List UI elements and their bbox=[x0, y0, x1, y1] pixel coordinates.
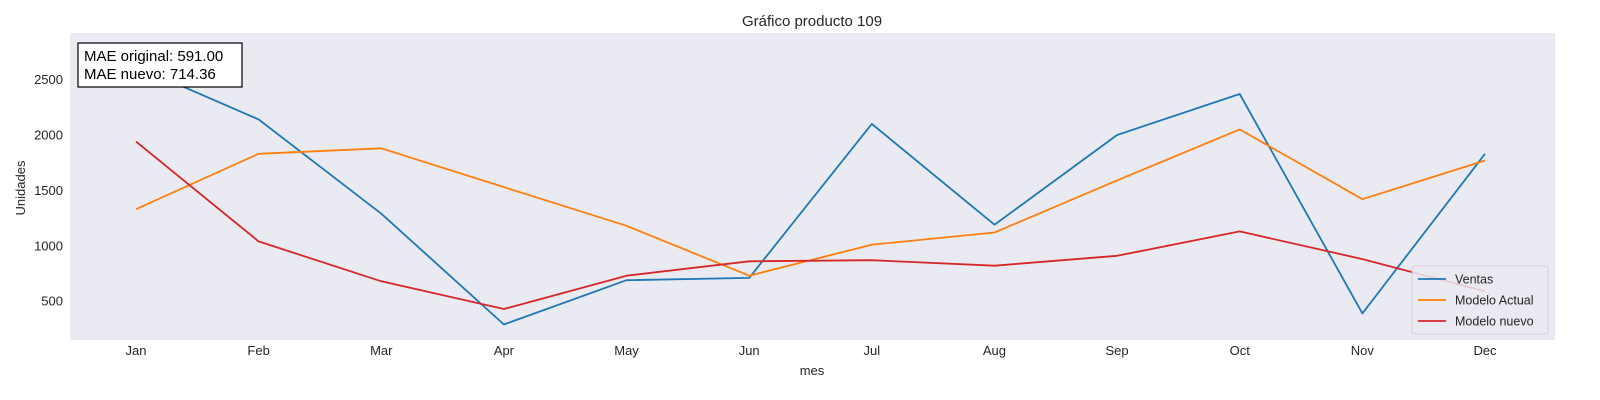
annotation-line-2: MAE nuevo: 714.36 bbox=[84, 66, 216, 83]
y-tick-label: 1500 bbox=[34, 183, 63, 198]
legend-box bbox=[1411, 265, 1549, 335]
series-line-3 bbox=[135, 140, 1486, 310]
x-tick-label: Jun bbox=[739, 343, 760, 358]
legend-label: Modelo Actual bbox=[1455, 294, 1534, 308]
legend-items: Ventas Modelo Actual Modelo nuevo bbox=[1418, 273, 1534, 329]
y-tick-label: 2000 bbox=[34, 127, 63, 142]
x-tick-label: Dec bbox=[1473, 343, 1497, 358]
series-line-1 bbox=[135, 65, 1486, 326]
x-tick-labels: Jan Feb Mar Apr May Jun Jul Aug Sep Oct Nov Dec bbox=[126, 343, 1498, 358]
legend-label: Modelo nuevo bbox=[1455, 315, 1534, 329]
plot-background bbox=[70, 33, 1555, 340]
x-tick-label: Feb bbox=[247, 343, 269, 358]
x-tick-label: Nov bbox=[1351, 343, 1375, 358]
legend-label: Ventas bbox=[1455, 273, 1493, 287]
y-tick-label: 2500 bbox=[34, 72, 63, 87]
x-tick-label: Apr bbox=[494, 343, 515, 358]
x-tick-label: Mar bbox=[370, 343, 393, 358]
x-tick-label: Jul bbox=[864, 343, 881, 358]
y-axis-label: Unidades bbox=[13, 160, 28, 215]
y-tick-label: 500 bbox=[41, 294, 63, 309]
x-tick-label: May bbox=[614, 343, 639, 358]
x-tick-label: Aug bbox=[983, 343, 1006, 358]
annotation-line-1: MAE original: 591.00 bbox=[84, 48, 223, 65]
y-tick-label: 1000 bbox=[34, 238, 63, 253]
x-tick-label: Oct bbox=[1230, 343, 1251, 358]
annotation-box bbox=[77, 42, 243, 88]
y-tick-labels: 500 1000 1500 2000 2500 bbox=[34, 72, 63, 309]
x-tick-label: Sep bbox=[1106, 343, 1129, 358]
chart-title: Gráfico producto 109 bbox=[742, 13, 882, 30]
mae-annotation: MAE original: 591.00 MAE nuevo: 714.36 bbox=[77, 42, 243, 88]
series-lines bbox=[135, 65, 1486, 326]
x-tick-label: Jan bbox=[126, 343, 147, 358]
legend: Ventas Modelo Actual Modelo nuevo bbox=[1411, 265, 1549, 335]
x-axis-label: mes bbox=[800, 363, 825, 378]
